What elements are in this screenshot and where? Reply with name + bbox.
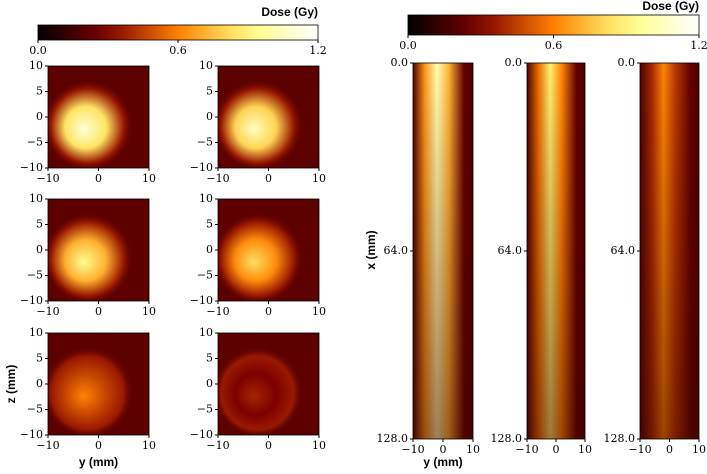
y-tick-label: 5	[206, 85, 213, 98]
y-tick-label: 5	[206, 218, 213, 231]
heatmap	[218, 199, 319, 301]
x-tick-label: 0	[95, 172, 102, 185]
colorbar	[37, 24, 319, 41]
x-tick-label: 10	[578, 443, 592, 456]
y-tick-label: 0	[206, 110, 213, 123]
heatmap	[218, 333, 319, 435]
y-tick-label: −5	[197, 269, 213, 282]
y-tick-label: 0.0	[391, 56, 409, 69]
x-tick-label: 0	[95, 305, 102, 318]
y-tick-label: 10	[199, 326, 213, 339]
x-tick-label: −10	[401, 443, 424, 456]
x-tick-label: 10	[692, 443, 706, 456]
x-tick-label: −10	[206, 172, 229, 185]
y-tick-label: 0	[36, 377, 43, 390]
x-tick-label: 0	[666, 443, 673, 456]
x-tick-label: −10	[36, 305, 59, 318]
y-tick-label: 64.0	[611, 244, 636, 257]
y-tick-label: 10	[29, 192, 43, 205]
x-tick-label: 10	[142, 305, 156, 318]
x-tick-label: 0	[265, 172, 272, 185]
y-tick-label: 10	[199, 192, 213, 205]
y-tick-label: 5	[36, 85, 43, 98]
heatmap-fade	[527, 63, 585, 439]
x-tick-label: 0	[265, 439, 272, 452]
x-tick-label: 0	[265, 305, 272, 318]
x-tick-label: −10	[628, 443, 651, 456]
x-tick-label: 10	[312, 172, 326, 185]
y-tick-label: −5	[27, 403, 43, 416]
y-tick-label: 128.0	[491, 432, 523, 445]
y-tick-label: −5	[197, 136, 213, 149]
y-axis-label: z (mm)	[4, 365, 18, 404]
heatmap	[48, 333, 149, 435]
y-tick-label: 5	[36, 218, 43, 231]
x-tick-label: 10	[142, 439, 156, 452]
y-tick-label: 64.0	[498, 244, 523, 257]
colorbar-label: Dose (Gy)	[642, 0, 699, 13]
y-tick-label: 0	[206, 243, 213, 256]
x-axis-label: y (mm)	[423, 455, 462, 469]
x-tick-label: −10	[36, 439, 59, 452]
heatmap-fade	[413, 63, 473, 439]
colorbar-tick-label: 0.0	[29, 44, 47, 57]
y-tick-label: −10	[20, 294, 43, 307]
y-tick-label: −5	[197, 403, 213, 416]
y-tick-label: −10	[190, 161, 213, 174]
y-tick-label: 10	[29, 326, 43, 339]
heatmap-fade	[640, 63, 699, 439]
x-tick-label: 10	[466, 443, 480, 456]
heatmap	[218, 66, 319, 168]
x-tick-label: −10	[206, 439, 229, 452]
colorbar-label: Dose (Gy)	[261, 5, 318, 19]
y-tick-label: 128.0	[377, 432, 409, 445]
y-tick-label: −10	[20, 161, 43, 174]
y-tick-label: −5	[27, 269, 43, 282]
colorbar-tick-label: 0.6	[169, 44, 187, 57]
x-tick-label: 0	[95, 439, 102, 452]
y-tick-label: 5	[206, 352, 213, 365]
y-tick-label: −10	[190, 294, 213, 307]
x-tick-label: 10	[312, 439, 326, 452]
x-tick-label: 10	[312, 305, 326, 318]
y-tick-label: 64.0	[384, 244, 409, 257]
x-axis-label: y (mm)	[79, 455, 118, 469]
colorbar	[407, 14, 700, 36]
x-tick-label: −10	[206, 305, 229, 318]
y-tick-label: 128.0	[604, 432, 636, 445]
x-tick-label: −10	[36, 172, 59, 185]
x-tick-label: −10	[515, 443, 538, 456]
y-tick-label: −10	[20, 428, 43, 441]
y-tick-label: −10	[190, 428, 213, 441]
y-tick-label: 0.0	[505, 56, 523, 69]
y-tick-label: 10	[199, 59, 213, 72]
y-tick-label: 5	[36, 352, 43, 365]
y-tick-label: 0	[36, 110, 43, 123]
colorbar-tick-label: 0.6	[545, 39, 563, 52]
colorbar-tick-label: 0.0	[399, 39, 417, 52]
x-tick-label: 0	[553, 443, 560, 456]
y-axis-label: x (mm)	[364, 230, 378, 269]
y-tick-label: 0.0	[618, 56, 636, 69]
heatmap	[48, 66, 149, 168]
y-tick-label: 10	[29, 59, 43, 72]
heatmap	[48, 199, 149, 301]
y-tick-label: 0	[206, 377, 213, 390]
y-tick-label: −5	[27, 136, 43, 149]
colorbar-tick-label: 1.2	[309, 44, 327, 57]
y-tick-label: 0	[36, 243, 43, 256]
x-tick-label: 10	[142, 172, 156, 185]
colorbar-tick-label: 1.2	[690, 39, 707, 52]
x-tick-label: 0	[440, 443, 447, 456]
